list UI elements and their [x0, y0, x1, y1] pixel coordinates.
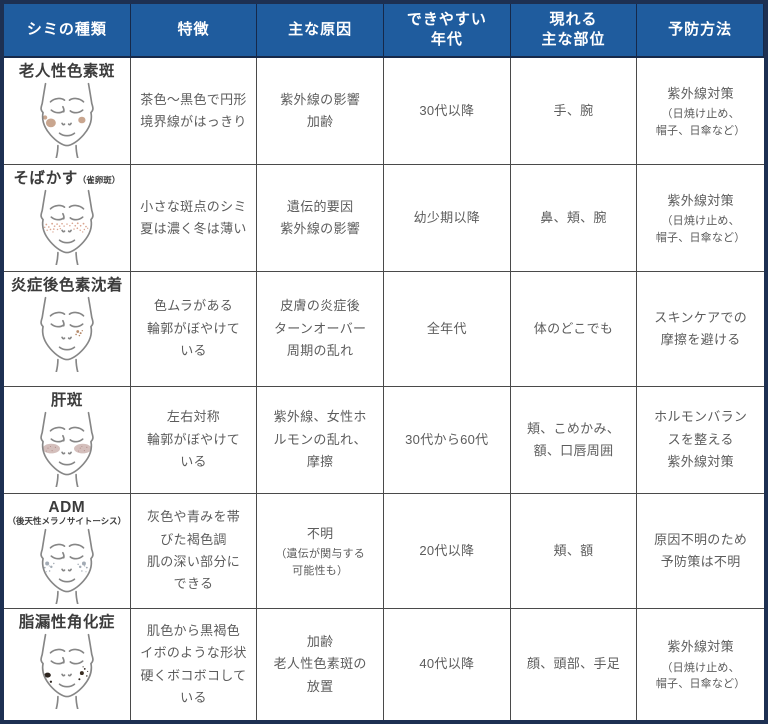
spot-type-label: ADM	[48, 499, 86, 516]
column-header-features: 特徴	[130, 4, 258, 58]
spot-type-subtitle: （後天性メラノサイトーシス）	[7, 515, 127, 526]
age-cell: 30代以降	[383, 58, 511, 165]
features-text: 色ムラがある 輪郭がぼやけて いる	[146, 298, 241, 359]
prevention-text: 紫外線対策	[667, 192, 734, 208]
age-cell: 30代から60代	[383, 387, 511, 494]
causes-text: 不明	[306, 525, 334, 541]
causes-note: （遺伝が関与する 可能性も）	[275, 548, 365, 577]
features-cell: 茶色〜黒色で円形 境界線がはっきり	[130, 58, 258, 165]
spot-type-label: そばかす	[13, 170, 78, 187]
age-cell: 全年代	[383, 272, 511, 387]
type-heading: 肝斑	[51, 392, 83, 410]
causes-cell: 紫外線、女性ホ ルモンの乱れ、 摩擦	[257, 387, 384, 494]
age-text: 幼少期以降	[413, 209, 481, 225]
prevention-cell: ホルモンバラン スを整える 紫外線対策	[637, 387, 764, 494]
age-text: 20代以降	[419, 542, 475, 558]
causes-text: 加齢 老人性色素斑の 放置	[273, 633, 367, 694]
prevention-cell: スキンケアでの 摩擦を避ける	[637, 272, 764, 387]
prevention-cell: 原因不明のため 予防策は不明	[637, 494, 764, 609]
areas-cell: 体のどこでも	[510, 272, 638, 387]
prevention-cell: 紫外線対策 （日焼け止め、 帽子、日傘など）	[637, 165, 764, 272]
causes-text: 紫外線の影響 加齢	[280, 91, 361, 129]
type-cell: ADM （後天性メラノサイトーシス）	[4, 494, 131, 609]
areas-text: 手、腕	[553, 102, 594, 118]
column-header-prevention: 予防方法	[637, 4, 764, 58]
age-text: 全年代	[426, 320, 467, 336]
spot-type-label: 肝斑	[50, 392, 83, 409]
prevention-text: 紫外線対策	[667, 639, 734, 655]
areas-cell: 頬、こめかみ、 額、口唇周囲	[510, 387, 638, 494]
column-header-areas: 現れる 主な部位	[510, 4, 638, 58]
face-with-symmetric-cheek-patches-illustration	[40, 411, 94, 487]
areas-text: 頬、額	[553, 542, 594, 558]
column-header-causes: 主な原因	[257, 4, 384, 58]
causes-cell: 紫外線の影響 加齢	[257, 58, 384, 165]
age-cell: 20代以降	[383, 494, 511, 609]
areas-cell: 手、腕	[510, 58, 638, 165]
features-text: 灰色や青みを帯 びた褐色調 肌の深い部分に できる	[146, 509, 241, 592]
column-header-spot-type: シミの種類	[4, 4, 131, 58]
prevention-cell: 紫外線対策 （日焼け止め、 帽子、日傘など）	[637, 58, 764, 165]
type-heading: 脂漏性角化症	[19, 614, 115, 632]
areas-cell: 鼻、頬、腕	[510, 165, 638, 272]
prevention-text: 紫外線対策	[667, 85, 734, 101]
spot-type-subtitle: （雀卵斑）	[77, 175, 121, 185]
type-cell: 炎症後色素沈着	[4, 272, 131, 387]
face-with-brown-round-spots-illustration	[40, 82, 94, 158]
age-text: 40代以降	[419, 656, 475, 672]
features-cell: 小さな斑点のシミ 夏は濃く冬は薄い	[130, 165, 258, 272]
features-text: 肌色から黒褐色 イボのような形状 硬くボコボコして いる	[140, 622, 247, 705]
causes-text: 皮膚の炎症後 ターンオーバー 周期の乱れ	[273, 298, 367, 359]
type-cell: 肝斑	[4, 387, 131, 494]
type-heading: そばかす （雀卵斑）	[13, 170, 120, 188]
spot-type-label: 炎症後色素沈着	[10, 277, 123, 294]
prevention-note: （日焼け止め、 帽子、日傘など）	[655, 108, 746, 137]
features-text: 茶色〜黒色で円形 境界線がはっきり	[140, 91, 247, 129]
face-with-uneven-pigment-cluster-illustration	[40, 296, 94, 372]
column-header-age: できやすい 年代	[383, 4, 511, 58]
type-heading: 炎症後色素沈着	[11, 277, 123, 295]
age-cell: 幼少期以降	[383, 165, 511, 272]
causes-cell: 皮膚の炎症後 ターンオーバー 周期の乱れ	[257, 272, 384, 387]
features-text: 小さな斑点のシミ 夏は濃く冬は薄い	[140, 198, 247, 236]
causes-text: 紫外線、女性ホ ルモンの乱れ、 摩擦	[273, 409, 367, 470]
areas-text: 鼻、頬、腕	[540, 209, 607, 225]
features-cell: 灰色や青みを帯 びた褐色調 肌の深い部分に できる	[130, 494, 258, 609]
prevention-text: ホルモンバラン スを整える 紫外線対策	[654, 409, 748, 470]
areas-text: 体のどこでも	[533, 320, 614, 336]
spot-type-label: 脂漏性角化症	[18, 614, 115, 631]
prevention-note: （日焼け止め、 帽子、日傘など）	[655, 215, 746, 244]
type-cell: 脂漏性角化症	[4, 609, 131, 720]
causes-cell: 加齢 老人性色素斑の 放置	[257, 609, 384, 720]
type-heading: ADM （後天性メラノサイトーシス）	[7, 499, 126, 527]
face-with-gray-blue-dots-illustration	[40, 528, 94, 604]
prevention-cell: 紫外線対策 （日焼け止め、 帽子、日傘など）	[637, 609, 764, 720]
age-cell: 40代以降	[383, 609, 511, 720]
areas-text: 顔、頭部、手足	[526, 656, 621, 672]
prevention-note: （日焼け止め、 帽子、日傘など）	[655, 661, 746, 691]
causes-cell: 不明 （遺伝が関与する 可能性も）	[257, 494, 384, 609]
face-with-small-freckles-illustration	[40, 189, 94, 265]
causes-text: 遺伝的要因 紫外線の影響	[280, 198, 361, 236]
type-cell: そばかす （雀卵斑）	[4, 165, 131, 272]
age-text: 30代から60代	[405, 431, 489, 447]
causes-cell: 遺伝的要因 紫外線の影響	[257, 165, 384, 272]
areas-text: 頬、こめかみ、 額、口唇周囲	[526, 420, 621, 458]
type-cell: 老人性色素斑	[4, 58, 131, 165]
face-with-dark-raised-spots-illustration	[40, 633, 94, 709]
type-heading: 老人性色素斑	[19, 63, 115, 81]
prevention-text: スキンケアでの 摩擦を避ける	[654, 309, 748, 347]
spot-type-label: 老人性色素斑	[18, 63, 115, 80]
features-cell: 肌色から黒褐色 イボのような形状 硬くボコボコして いる	[130, 609, 258, 720]
age-text: 30代以降	[419, 102, 475, 118]
features-cell: 色ムラがある 輪郭がぼやけて いる	[130, 272, 258, 387]
prevention-text: 原因不明のため 予防策は不明	[654, 531, 748, 569]
areas-cell: 顔、頭部、手足	[510, 609, 638, 720]
features-cell: 左右対称 輪郭がぼやけて いる	[130, 387, 258, 494]
features-text: 左右対称 輪郭がぼやけて いる	[146, 409, 241, 470]
areas-cell: 頬、額	[510, 494, 638, 609]
